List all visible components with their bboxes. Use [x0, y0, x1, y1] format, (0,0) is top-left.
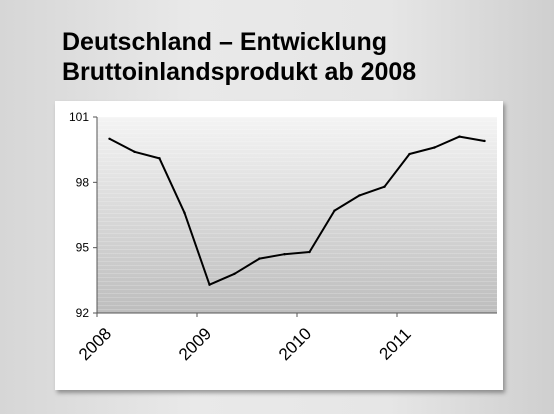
x-tick-label: 2010 [275, 324, 315, 364]
data-point [408, 152, 411, 156]
data-point [308, 250, 311, 254]
plot-stripes [97, 117, 497, 313]
y-tick-label: 92 [76, 306, 90, 320]
data-point [158, 157, 161, 160]
data-point [133, 150, 136, 154]
data-point [358, 194, 361, 197]
data-point [483, 139, 486, 143]
slide-title: Deutschland – Entwicklung Bruttoinlandsp… [62, 27, 416, 87]
x-tick-label: 2009 [175, 324, 215, 364]
data-point [258, 257, 261, 260]
chart-panel: 101 98 95 92 2008 2009 2010 2011 [55, 101, 503, 390]
data-point [458, 135, 461, 138]
data-point [283, 253, 286, 256]
data-point [183, 211, 186, 215]
y-tick-label: 95 [76, 241, 90, 255]
title-line-2: Bruttoinlandsprodukt ab 2008 [62, 58, 417, 86]
data-point [433, 146, 436, 149]
y-tick-label: 101 [69, 110, 89, 124]
data-point [383, 185, 386, 188]
data-point [333, 209, 336, 212]
data-point [108, 137, 111, 140]
data-point [233, 272, 236, 275]
y-tick-label: 98 [76, 175, 90, 189]
data-point [208, 283, 211, 286]
x-tick-label: 2008 [75, 324, 115, 364]
x-tick-label: 2011 [375, 324, 414, 363]
gdp-line-chart: 101 98 95 92 2008 2009 2010 2011 [69, 110, 497, 364]
title-line-1: Deutschland – Entwicklung [62, 28, 388, 56]
series-line [109, 135, 485, 286]
